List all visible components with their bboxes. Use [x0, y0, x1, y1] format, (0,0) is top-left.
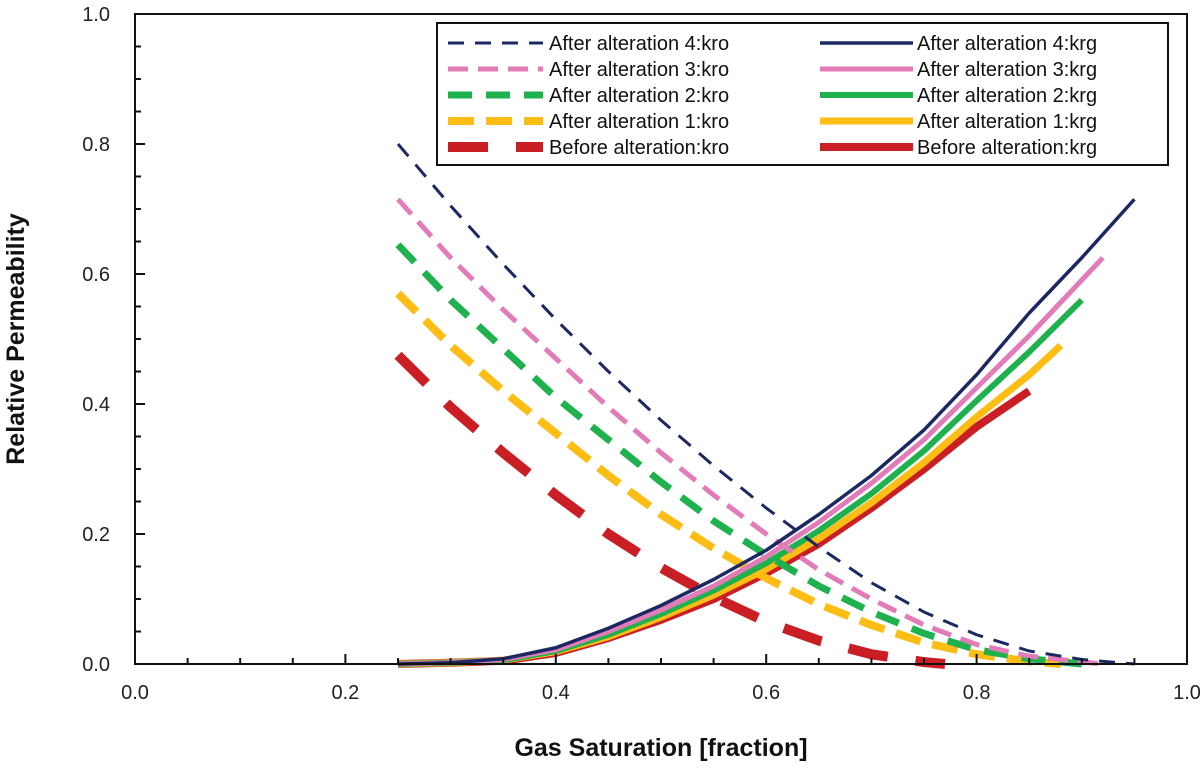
legend-label-after-alteration-4-krg: After alteration 4:krg: [917, 33, 1097, 55]
legend-label-after-alteration-3-krg: After alteration 3:krg: [917, 59, 1097, 81]
series-line-after-alteration-3-kro: [396, 197, 1104, 667]
series-line-before-alteration-kro: [394, 351, 946, 669]
legend-label-after-alteration-4-kro: After alteration 4:kro: [549, 33, 729, 55]
y-tick-label: 0.2: [82, 524, 110, 546]
ticks-layer: [134, 13, 1188, 665]
x-tick-label: 0.8: [963, 682, 991, 704]
series-line-after-alteration-2-kro: [395, 242, 1083, 668]
y-tick-label: 0.8: [82, 134, 110, 156]
y-tick-label: 0.4: [82, 394, 110, 416]
x-axis-title: Gas Saturation [fraction]: [514, 734, 807, 762]
x-tick-label: 0.2: [331, 682, 359, 704]
legend-label-after-alteration-1-krg: After alteration 1:krg: [917, 111, 1097, 133]
x-tick-label: 0.4: [542, 682, 570, 704]
x-tick-label: 0.0: [121, 682, 149, 704]
legend-box: [436, 22, 1169, 166]
series-line-after-alteration-4-krg: [397, 198, 1136, 666]
legend: After alteration 4:kro After alteration 4…: [436, 22, 1169, 166]
tick-label-layer: 0.0 0.2 0.4 0.6 0.8 1.0 0.0 0.2 0.4 0.6 0.8 1.0: [82, 4, 1200, 704]
y-tick-label: 0.6: [82, 264, 110, 286]
legend-label-after-alteration-3-kro: After alteration 3:kro: [549, 59, 729, 81]
x-tick-label: 0.6: [752, 682, 780, 704]
legend-label-after-alteration-2-kro: After alteration 2:kro: [549, 85, 729, 107]
legend-label-after-alteration-1-kro: After alteration 1:kro: [549, 111, 729, 133]
y-tick-label: 1.0: [82, 4, 110, 26]
legend-label-before-alteration-kro: Before alteration:kro: [549, 137, 729, 159]
legend-label-after-alteration-2-krg: After alteration 2:krg: [917, 85, 1097, 107]
y-axis-title: Relative Permeability: [2, 213, 30, 465]
y-tick-label: 0.0: [82, 654, 110, 676]
x-tick-label: 1.0: [1173, 682, 1200, 704]
legend-label-before-alteration-krg: Before alteration:krg: [917, 137, 1097, 159]
series-line-after-alteration-4-kro: [396, 143, 1135, 666]
